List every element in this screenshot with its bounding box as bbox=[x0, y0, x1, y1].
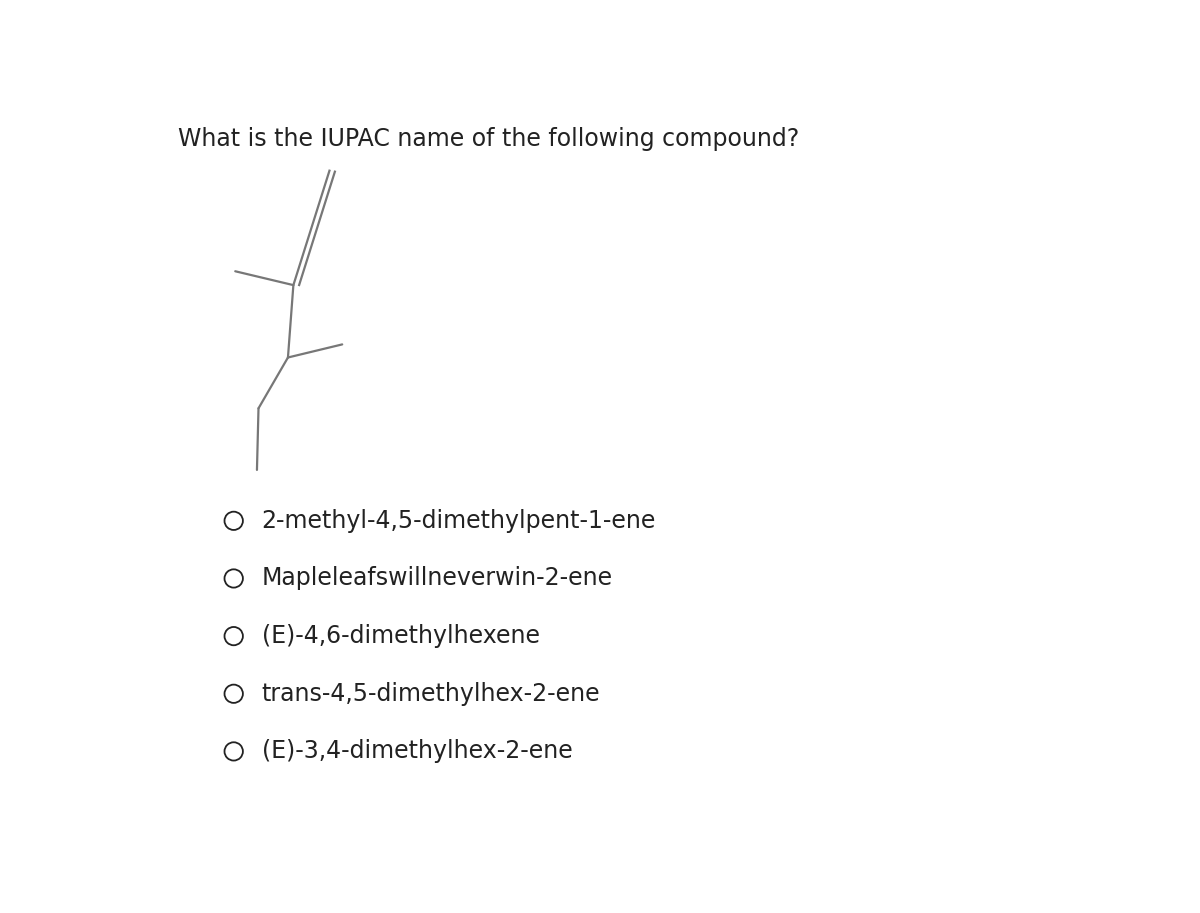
Text: (E)-3,4-dimethylhex-2-ene: (E)-3,4-dimethylhex-2-ene bbox=[262, 740, 572, 763]
Text: 2-methyl-4,5-dimethylpent-1-ene: 2-methyl-4,5-dimethylpent-1-ene bbox=[262, 509, 656, 533]
Text: Mapleleafswillneverwin-2-ene: Mapleleafswillneverwin-2-ene bbox=[262, 566, 613, 591]
Text: (E)-4,6-dimethylhexene: (E)-4,6-dimethylhexene bbox=[262, 624, 540, 648]
Text: trans-4,5-dimethylhex-2-ene: trans-4,5-dimethylhex-2-ene bbox=[262, 682, 600, 706]
Text: What is the IUPAC name of the following compound?: What is the IUPAC name of the following … bbox=[178, 127, 799, 152]
